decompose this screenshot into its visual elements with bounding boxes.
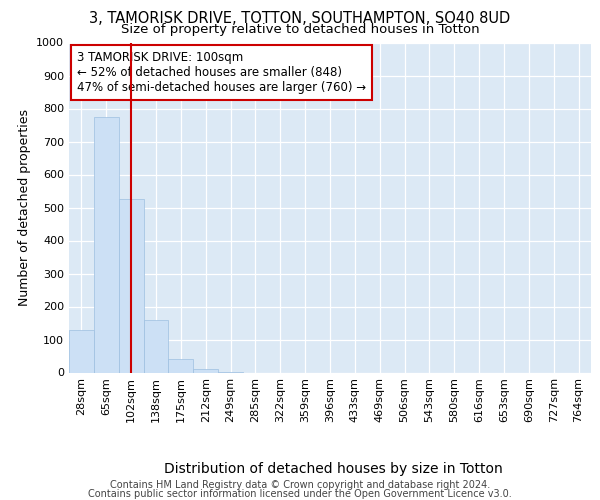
Text: Contains public sector information licensed under the Open Government Licence v3: Contains public sector information licen…: [88, 489, 512, 499]
Bar: [94, 116, 119, 372]
Bar: [119, 199, 143, 372]
Y-axis label: Number of detached properties: Number of detached properties: [17, 109, 31, 306]
Text: 3, TAMORISK DRIVE, TOTTON, SOUTHAMPTON, SO40 8UD: 3, TAMORISK DRIVE, TOTTON, SOUTHAMPTON, …: [89, 11, 511, 26]
Text: 3 TAMORISK DRIVE: 100sqm
← 52% of detached houses are smaller (848)
47% of semi-: 3 TAMORISK DRIVE: 100sqm ← 52% of detach…: [77, 51, 366, 94]
Bar: [69, 330, 94, 372]
Text: Size of property relative to detached houses in Totton: Size of property relative to detached ho…: [121, 22, 479, 36]
Bar: [169, 360, 193, 372]
Bar: [143, 320, 169, 372]
Text: Distribution of detached houses by size in Totton: Distribution of detached houses by size …: [164, 462, 502, 476]
Bar: [193, 369, 218, 372]
Text: Contains HM Land Registry data © Crown copyright and database right 2024.: Contains HM Land Registry data © Crown c…: [110, 480, 490, 490]
